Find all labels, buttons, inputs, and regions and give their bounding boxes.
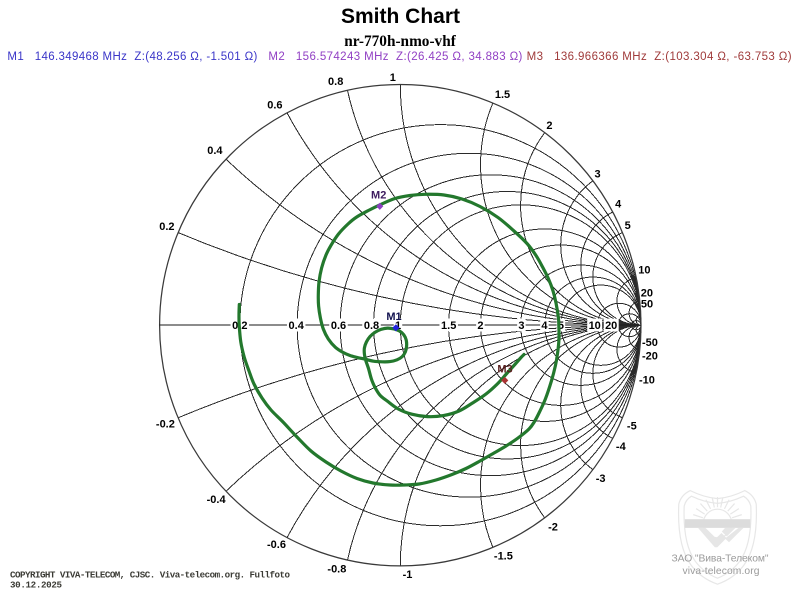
svg-text:10: 10 (589, 320, 601, 332)
svg-text:-1: -1 (403, 569, 413, 581)
svg-text:M1 146.349468 MHz Z:(48.256: M1 146.349468 MHz Z:(48.256 Ω, -1.501 Ω) (7, 51, 257, 63)
svg-text:0.4: 0.4 (207, 145, 223, 157)
svg-text:COPYRIGHT VIVA-TELECOM, CJSC.: COPYRIGHT VIVA-TELECOM, CJSC. Viva-telec… (10, 569, 290, 580)
svg-text:-50: -50 (642, 337, 658, 349)
svg-text:-0.4: -0.4 (207, 494, 227, 506)
svg-text:-10: -10 (639, 374, 655, 386)
svg-text:viva-telecom.org: viva-telecom.org (683, 566, 760, 577)
svg-text:2: 2 (477, 320, 483, 332)
svg-text:-4: -4 (616, 441, 627, 453)
svg-text:30.12.2025: 30.12.2025 (10, 580, 62, 591)
svg-text:1: 1 (395, 320, 401, 332)
svg-text:0.4: 0.4 (289, 320, 305, 332)
svg-text:-20: -20 (642, 350, 658, 362)
svg-text:-2: -2 (548, 522, 558, 534)
svg-text:4: 4 (541, 320, 548, 332)
svg-text:1.5: 1.5 (441, 320, 456, 332)
svg-text:0.6: 0.6 (331, 320, 346, 332)
svg-text:M2 156.574243 MHz Z:(26.425: M2 156.574243 MHz Z:(26.425 Ω, 34.883 Ω) (268, 51, 522, 63)
svg-text:10: 10 (638, 264, 650, 276)
svg-text:M1: M1 (386, 311, 401, 323)
svg-text:1.5: 1.5 (495, 89, 510, 101)
svg-text:3: 3 (518, 320, 524, 332)
svg-text:ЗАО "Вива-Телеком": ЗАО "Вива-Телеком" (672, 554, 769, 565)
svg-text:20: 20 (641, 287, 653, 299)
svg-text:-5: -5 (627, 421, 637, 433)
svg-text:-0.2: -0.2 (156, 419, 175, 431)
svg-text:0.8: 0.8 (364, 320, 379, 332)
svg-text:3: 3 (595, 168, 601, 180)
svg-text:nr-770h-nmo-vhf: nr-770h-nmo-vhf (344, 33, 457, 50)
svg-text:-1.5: -1.5 (494, 550, 513, 562)
svg-text:4: 4 (615, 198, 622, 210)
svg-text:2: 2 (546, 120, 552, 132)
svg-text:5: 5 (558, 320, 564, 332)
svg-text:-0.6: -0.6 (267, 539, 286, 551)
svg-text:M3: M3 (497, 364, 512, 376)
svg-text:0.6: 0.6 (267, 99, 282, 111)
svg-text:50: 50 (641, 299, 653, 311)
svg-text:M3 136.966366 MHz Z:(103.30: M3 136.966366 MHz Z:(103.304 Ω, -63.753 … (527, 51, 792, 63)
svg-text:-0.8: -0.8 (327, 564, 346, 576)
svg-text:1: 1 (390, 72, 396, 84)
svg-text:5: 5 (625, 220, 631, 232)
svg-text:Smith Chart: Smith Chart (341, 5, 460, 28)
svg-text:0.8: 0.8 (328, 76, 343, 88)
svg-text:0.2: 0.2 (159, 221, 174, 233)
svg-text:M2: M2 (371, 189, 386, 201)
svg-text:-3: -3 (596, 473, 606, 485)
svg-text:20: 20 (605, 320, 617, 332)
